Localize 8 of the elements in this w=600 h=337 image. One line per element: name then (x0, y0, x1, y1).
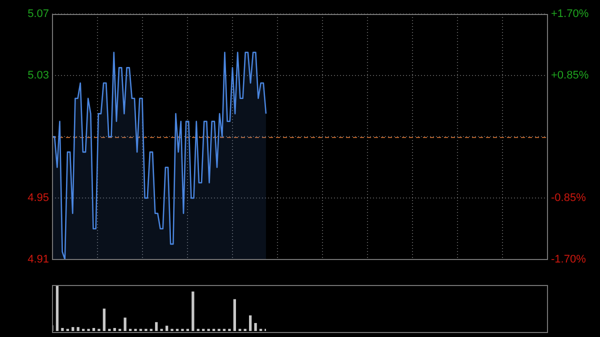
y2-tick-label: -0.85% (551, 192, 586, 204)
y-tick-label: 4.95 (28, 192, 49, 204)
y2-tick-label: -1.70% (551, 253, 586, 266)
y-tick-label: 4.91 (28, 253, 49, 266)
y-tick-label: 5.07 (28, 8, 49, 20)
y2-tick-label: +1.70% (551, 8, 589, 20)
y-tick-label: 5.03 (28, 69, 49, 82)
y2-tick-label: +0.85% (551, 69, 589, 82)
